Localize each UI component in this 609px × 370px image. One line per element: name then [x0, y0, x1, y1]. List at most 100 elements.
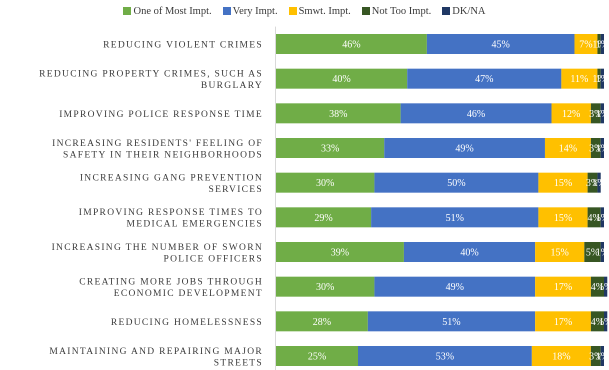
legend-item: Not Too Impt.: [361, 5, 432, 17]
bar-segment: [551, 103, 591, 124]
data-label: 38%: [329, 109, 347, 120]
bar-segment: [276, 34, 427, 54]
bar-segment: [276, 68, 408, 89]
bar-segment: [538, 207, 588, 228]
bar-segment: [574, 34, 598, 54]
data-label: 5%: [586, 248, 599, 259]
legend-swatch: [222, 7, 231, 15]
category-label: SERVICES: [208, 185, 263, 195]
bar-segment: [276, 207, 372, 228]
bar-segment: [276, 242, 404, 262]
data-label: 1%: [599, 317, 609, 328]
data-label: 4%: [591, 282, 604, 293]
data-label: 25%: [308, 352, 326, 363]
data-label: 50%: [447, 178, 465, 189]
data-label: 1%: [592, 40, 605, 51]
category-label: IMPROVING RESPONSE TIMES TO: [79, 208, 263, 218]
legend-swatch: [288, 7, 297, 15]
bar-segment: [584, 242, 601, 262]
bar-segment: [276, 172, 375, 193]
legend-label: DK/NA: [452, 5, 486, 17]
legend-item: Smwt. Impt.: [288, 5, 351, 17]
data-label: 33%: [321, 144, 339, 155]
category-label: INCREASING GANG PREVENTION: [80, 173, 263, 183]
data-label: 1%: [596, 40, 609, 51]
category-label: ECONOMIC DEVELOPMENT: [114, 289, 263, 299]
category-label: MEDICAL EMERGENCIES: [127, 220, 264, 230]
bar-segment: [276, 103, 401, 124]
legend-item: Very Impt.: [222, 5, 278, 17]
data-label: 1%: [592, 178, 605, 189]
bar-segment: [384, 138, 545, 158]
bar-segment: [561, 68, 598, 89]
category-label: INCREASING RESIDENTS' FEELING OF: [52, 139, 263, 149]
bar-segment: [600, 346, 604, 366]
bar-segment: [597, 172, 601, 193]
data-label: 49%: [455, 144, 473, 155]
data-label: 15%: [551, 248, 569, 259]
data-label: 29%: [314, 213, 332, 224]
data-label: 1%: [596, 74, 609, 85]
bar-segment: [276, 276, 375, 297]
bar-segment: [371, 207, 539, 228]
data-label: 11%: [570, 74, 588, 85]
data-label: 30%: [316, 282, 334, 293]
data-label: 30%: [316, 178, 334, 189]
bar-segment: [403, 242, 536, 262]
category-label: SAFETY IN THEIR NEIGHBORHOODS: [63, 150, 263, 160]
category-label: POLICE OFFICERS: [164, 254, 263, 264]
bar-segment: [600, 103, 604, 124]
bar-segment: [535, 311, 591, 332]
bar-segment: [590, 138, 601, 158]
data-label: 4%: [591, 317, 604, 328]
bar-segment: [276, 346, 358, 366]
data-label: 1%: [592, 74, 605, 85]
data-label: 40%: [460, 248, 478, 259]
legend-label: Smwt. Impt.: [298, 5, 351, 17]
bar-segment: [276, 311, 368, 332]
legend-label: Not Too Impt.: [371, 5, 432, 17]
data-label: 3%: [589, 109, 602, 120]
data-label: 1%: [596, 213, 609, 224]
bar-segment: [367, 311, 536, 332]
data-label: 4%: [587, 213, 600, 224]
legend-swatch: [361, 7, 370, 15]
data-label: 45%: [492, 40, 510, 51]
data-label: 15%: [554, 213, 572, 224]
legend-item: DK/NA: [442, 5, 486, 17]
bar-segment: [590, 276, 604, 297]
category-label: REDUCING PROPERTY CRIMES, SUCH AS: [39, 69, 263, 79]
bar-segment: [587, 172, 598, 193]
data-label: 1%: [596, 248, 609, 259]
bar-segment: [600, 138, 604, 158]
category-label: BURGLARY: [201, 81, 263, 91]
bar-segment: [597, 68, 601, 89]
data-label: 51%: [446, 213, 464, 224]
data-label: 51%: [442, 317, 460, 328]
data-label: 53%: [436, 352, 454, 363]
bar-segment: [374, 276, 536, 297]
category-label: REDUCING VIOLENT CRIMES: [103, 41, 263, 51]
bar-segment: [544, 138, 591, 158]
data-label: 7%: [579, 40, 592, 51]
legend-swatch: [123, 7, 132, 15]
data-label: 14%: [559, 144, 577, 155]
data-label: 39%: [331, 248, 349, 259]
category-label: CREATING MORE JOBS THROUGH: [79, 277, 263, 287]
chart-legend: One of Most Impt. Very Impt. Smwt. Impt. No…: [0, 4, 609, 18]
bar-segment: [535, 276, 591, 297]
data-label: 18%: [552, 352, 570, 363]
bar-segment: [374, 172, 539, 193]
bar-segment: [600, 68, 604, 89]
data-label: 46%: [342, 40, 360, 51]
bar-segment: [590, 346, 601, 366]
data-label: 1%: [596, 144, 609, 155]
data-label: 12%: [562, 109, 580, 120]
bar-segment: [590, 103, 601, 124]
data-label: 3%: [586, 178, 599, 189]
legend-item: One of Most Impt.: [123, 6, 212, 17]
bar-segment: [600, 34, 604, 54]
bar-segment: [531, 346, 591, 366]
legend-label: Very Impt.: [232, 5, 278, 17]
